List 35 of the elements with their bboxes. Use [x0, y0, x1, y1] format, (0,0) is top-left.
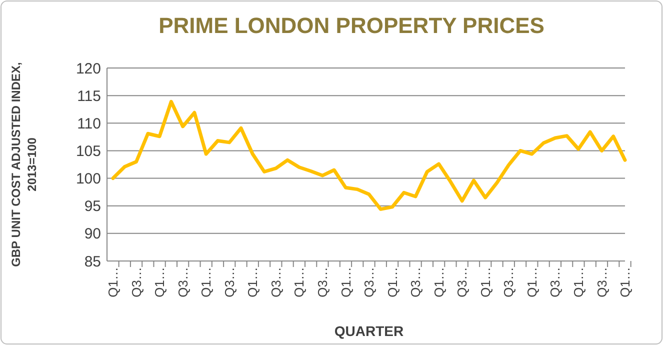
- y-tick-label: 115: [77, 88, 101, 105]
- x-tick-label: Q1…: [198, 267, 214, 298]
- x-tick-label: Q1…: [338, 267, 354, 298]
- x-tick-label: Q1…: [431, 267, 446, 298]
- chart-title: PRIME LONDON PROPERTY PRICES: [158, 13, 544, 38]
- line-series: [111, 100, 627, 211]
- x-tick-label: Q3…: [548, 267, 563, 298]
- x-tick-label: Q1…: [292, 267, 307, 298]
- x-tick-label: Q1…: [152, 267, 168, 298]
- y-tick-label: 95: [84, 198, 101, 216]
- x-tick-label: Q3…: [454, 267, 470, 298]
- x-tick-label: Q1…: [618, 267, 633, 298]
- x-tick-label: Q1…: [524, 267, 540, 298]
- y-tick-label: 120: [76, 60, 101, 78]
- x-tick-label: Q1…: [478, 267, 493, 298]
- y-tick-label: 90: [84, 226, 101, 243]
- x-tick-label: Q3…: [128, 267, 144, 298]
- y-tick-label: 110: [77, 115, 101, 132]
- y-tick-label: 105: [76, 142, 101, 160]
- y-tick-label: 100: [76, 170, 101, 188]
- x-tick-label: Q3…: [501, 267, 516, 298]
- y-axis-title: GBP UNIT COST ADJUSTED INDEX, 2013=100: [9, 62, 39, 267]
- x-tick-label: Q3…: [222, 267, 237, 298]
- x-tick-label: Q3…: [175, 267, 190, 298]
- x-tick-label: Q3…: [408, 267, 424, 298]
- x-tick-label: Q1…: [571, 267, 586, 298]
- x-tick-label: Q3…: [268, 267, 284, 298]
- x-axis-title: QUARTER: [334, 323, 404, 339]
- x-tick-label: Q3…: [315, 267, 330, 298]
- x-tick-label: Q1…: [245, 267, 260, 298]
- x-tick-label: Q3…: [362, 267, 377, 298]
- x-tick-label: Q1…: [384, 267, 400, 298]
- x-tick-label: Q1…: [106, 267, 121, 298]
- y-tick-label: 85: [84, 253, 101, 270]
- x-tick-label: Q3…: [594, 267, 610, 298]
